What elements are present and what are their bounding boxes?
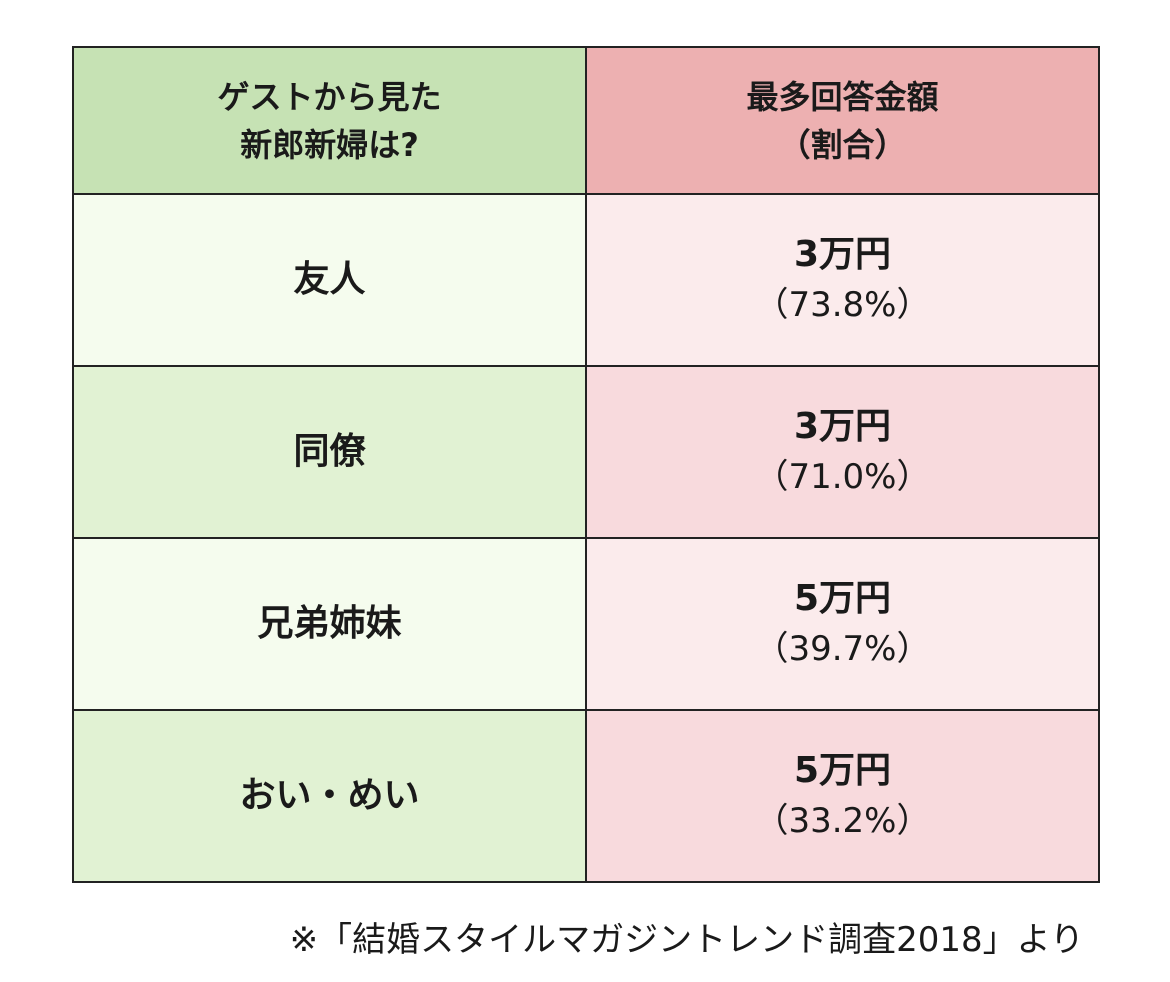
gift-amount-table: ゲストから見た 新郎新婦は? 最多回答金額 （割合） 友人 3万円 （73.8%…	[72, 46, 1100, 883]
amount-value: 5万円	[793, 578, 892, 619]
share-value: （33.2%）	[754, 801, 931, 841]
table-row: 友人 3万円 （73.8%）	[72, 193, 1100, 367]
amount-cell: 5万円 （39.7%）	[585, 537, 1100, 711]
relation-cell: おい・めい	[72, 709, 587, 883]
header-relation-line1: ゲストから見た	[217, 77, 442, 116]
amount-cell: 3万円 （73.8%）	[585, 193, 1100, 367]
header-relation-line2: 新郎新婦は?	[240, 125, 419, 164]
relation-label: おい・めい	[239, 775, 420, 816]
share-value: （39.7%）	[754, 629, 931, 669]
relation-cell: 友人	[72, 193, 587, 367]
header-relation: ゲストから見た 新郎新婦は?	[72, 46, 587, 195]
header-amount: 最多回答金額 （割合）	[585, 46, 1100, 195]
table-row: おい・めい 5万円 （33.2%）	[72, 709, 1100, 883]
share-value: （73.8%）	[754, 285, 931, 325]
amount-cell: 5万円 （33.2%）	[585, 709, 1100, 883]
amount-value: 5万円	[793, 750, 892, 791]
table-header-row: ゲストから見た 新郎新婦は? 最多回答金額 （割合）	[72, 46, 1100, 195]
relation-label: 同僚	[293, 431, 366, 472]
relation-label: 兄弟姉妹	[257, 603, 402, 644]
share-value: （71.0%）	[754, 457, 931, 497]
amount-cell: 3万円 （71.0%）	[585, 365, 1100, 539]
table-row: 同僚 3万円 （71.0%）	[72, 365, 1100, 539]
relation-label: 友人	[293, 259, 366, 300]
header-amount-line1: 最多回答金額	[746, 77, 939, 116]
header-amount-line2: （割合）	[778, 125, 907, 164]
amount-value: 3万円	[793, 234, 892, 275]
table-row: 兄弟姉妹 5万円 （39.7%）	[72, 537, 1100, 711]
relation-cell: 兄弟姉妹	[72, 537, 587, 711]
relation-cell: 同僚	[72, 365, 587, 539]
amount-value: 3万円	[793, 406, 892, 447]
source-note: ※「結婚スタイルマガジントレンド調査2018」より	[289, 920, 1084, 960]
